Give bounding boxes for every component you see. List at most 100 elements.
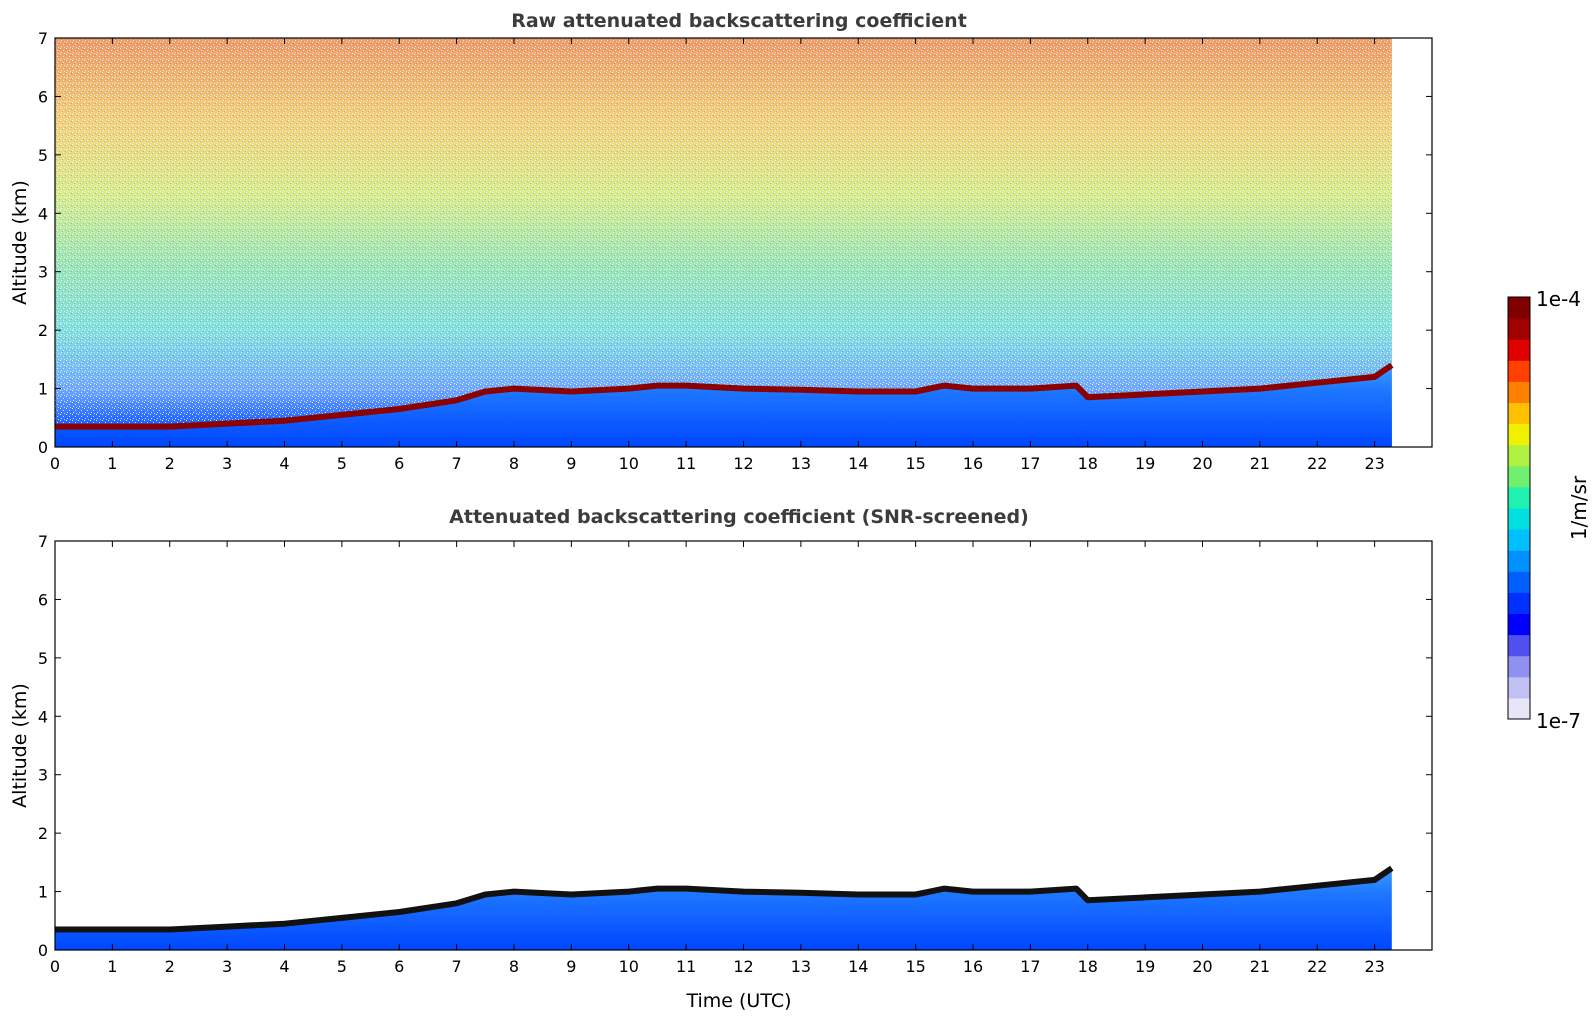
layer-top-line: [55, 362, 1394, 430]
colorbar-band: [1508, 339, 1530, 361]
colorbar-band: [1508, 486, 1530, 509]
colorbar-label: 1/m/sr: [1567, 475, 1591, 540]
x-tick-label: 1: [107, 454, 117, 473]
x-tick-label: 19: [1135, 957, 1155, 976]
colorbar-band: [1508, 297, 1530, 319]
colorbar-band: [1508, 381, 1530, 403]
y-tick-label: 0: [38, 438, 48, 457]
y-tick-label: 3: [38, 263, 48, 282]
x-tick-label: 23: [1364, 957, 1384, 976]
x-axis: 0 1 2 3 4 5 6 7 8 9 10 11 12 13 14 15 16 17 18 19 20 21 22 23: [50, 541, 1385, 976]
colorbar: 1e-4 1e-7 1/m/sr: [1507, 287, 1591, 733]
x-tick-label: 7: [452, 454, 462, 473]
x-tick-label: 6: [394, 454, 404, 473]
y-tick-label: 6: [38, 87, 48, 106]
x-tick-label: 8: [509, 957, 519, 976]
colorbar-band: [1508, 465, 1530, 488]
boundary-layer-region: [55, 365, 1392, 447]
x-tick-label: 22: [1307, 957, 1327, 976]
x-tick-label: 20: [1192, 957, 1212, 976]
x-tick-label: 18: [1078, 454, 1098, 473]
x-tick-label: 13: [791, 957, 811, 976]
y-tick-label: 2: [38, 321, 48, 340]
colorbar-band: [1508, 697, 1530, 720]
x-tick-label: 4: [279, 454, 289, 473]
y-tick-label: 5: [38, 146, 48, 165]
raw-backscatter-panel: Raw attenuated backscattering coefficien…: [9, 10, 1433, 473]
colorbar-band: [1508, 508, 1530, 530]
x-axis-label: Time (UTC): [685, 990, 791, 1012]
x-tick-label: 19: [1135, 454, 1155, 473]
colorbar-band: [1508, 655, 1530, 678]
x-tick-label: 17: [1020, 454, 1040, 473]
x-tick-label: 11: [676, 454, 696, 473]
y-tick-label: 6: [38, 590, 48, 609]
x-tick-label: 7: [452, 957, 462, 976]
x-axis: 0 1 2 3 4 5 6 7 8 9 10 11 12 13 14 15 16 17 18 19 20 21 22 23: [50, 38, 1385, 473]
x-tick-label: 3: [222, 454, 232, 473]
x-tick-label: 14: [848, 454, 868, 473]
y-axis: 0 1 2 3 4 5 6 7: [38, 532, 1432, 960]
colorbar-band: [1508, 318, 1530, 340]
x-tick-label: 13: [791, 454, 811, 473]
colorbar-bands: [1508, 297, 1530, 720]
x-tick-label: 22: [1307, 454, 1327, 473]
x-tick-label: 20: [1192, 454, 1212, 473]
y-axis-label: Altitude (km): [9, 180, 31, 305]
colorbar-band: [1508, 423, 1530, 446]
x-tick-label: 21: [1250, 454, 1270, 473]
x-tick-label: 11: [676, 957, 696, 976]
colorbar-max-label: 1e-4: [1536, 287, 1581, 311]
x-tick-label: 15: [905, 454, 925, 473]
layer-top-line: [55, 865, 1394, 933]
y-tick-label: 4: [38, 204, 48, 223]
chart-title: Raw attenuated backscattering coefficien…: [511, 10, 967, 32]
boundary-layer-region: [55, 868, 1392, 950]
snr-screened-panel: Attenuated backscattering coefficient (S…: [9, 506, 1433, 1012]
colorbar-band: [1508, 571, 1530, 593]
chart-title: Attenuated backscattering coefficient (S…: [449, 506, 1029, 528]
x-tick-label: 0: [50, 957, 60, 976]
plot-frame: [54, 37, 1433, 448]
x-tick-label: 5: [337, 454, 347, 473]
colorbar-band: [1508, 360, 1530, 382]
x-tick-label: 17: [1020, 957, 1040, 976]
x-tick-label: 12: [733, 957, 753, 976]
x-tick-label: 6: [394, 957, 404, 976]
y-tick-label: 7: [38, 29, 48, 48]
x-tick-label: 14: [848, 957, 868, 976]
x-tick-label: 10: [619, 957, 639, 976]
x-tick-label: 10: [619, 454, 639, 473]
y-tick-label: 7: [38, 532, 48, 551]
colorbar-frame: [1507, 296, 1531, 720]
y-tick-label: 1: [38, 380, 48, 399]
x-tick-label: 8: [509, 454, 519, 473]
y-tick-label: 3: [38, 766, 48, 785]
x-tick-label: 1: [107, 957, 117, 976]
y-tick-label: 4: [38, 707, 48, 726]
x-tick-label: 4: [279, 957, 289, 976]
x-tick-label: 15: [905, 957, 925, 976]
colorbar-band: [1508, 592, 1530, 614]
colorbar-band: [1508, 550, 1530, 572]
x-tick-label: 23: [1364, 454, 1384, 473]
colorbar-band: [1508, 676, 1530, 699]
x-tick-label: 9: [566, 454, 576, 473]
colorbar-band: [1508, 613, 1530, 636]
colorbar-band: [1508, 402, 1530, 425]
x-tick-label: 2: [165, 957, 175, 976]
colorbar-band: [1508, 529, 1530, 551]
x-tick-label: 18: [1078, 957, 1098, 976]
x-tick-label: 5: [337, 957, 347, 976]
plot-frame: [54, 540, 1433, 951]
colorbar-min-label: 1e-7: [1536, 709, 1581, 733]
x-tick-label: 3: [222, 957, 232, 976]
x-tick-label: 16: [963, 957, 983, 976]
x-tick-label: 12: [733, 454, 753, 473]
y-tick-label: 2: [38, 824, 48, 843]
y-axis-label: Altitude (km): [9, 683, 31, 808]
x-tick-label: 16: [963, 454, 983, 473]
x-tick-label: 0: [50, 454, 60, 473]
y-tick-label: 0: [38, 941, 48, 960]
